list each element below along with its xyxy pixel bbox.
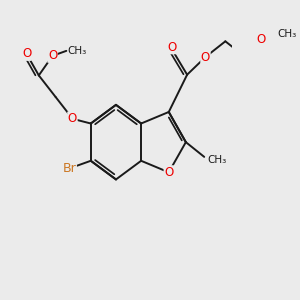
Text: CH₃: CH₃ — [68, 46, 87, 56]
Text: O: O — [68, 112, 77, 125]
Text: O: O — [201, 50, 210, 64]
Text: CH₃: CH₃ — [207, 155, 226, 165]
Text: O: O — [22, 47, 31, 60]
Text: O: O — [256, 33, 265, 46]
Text: CH₃: CH₃ — [278, 29, 297, 39]
Text: Br: Br — [62, 162, 76, 175]
Text: O: O — [48, 49, 57, 62]
Text: O: O — [164, 166, 173, 179]
Text: O: O — [167, 41, 176, 54]
